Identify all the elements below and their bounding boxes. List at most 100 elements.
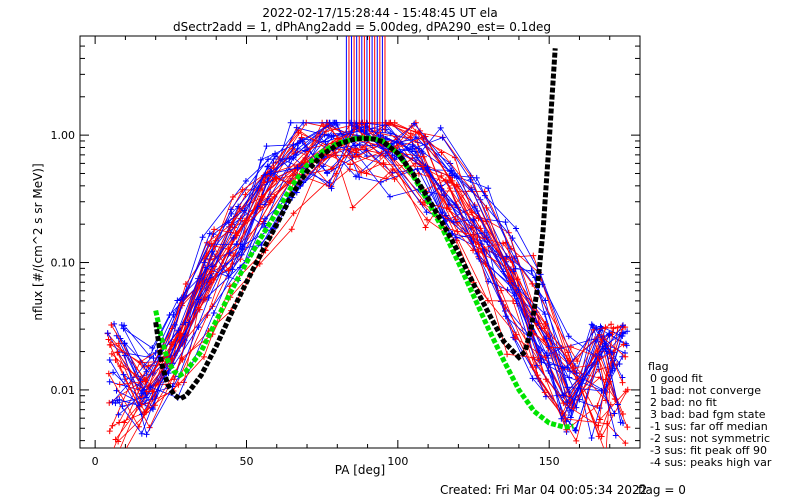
sample-marker	[109, 449, 115, 455]
sample-marker	[498, 287, 505, 294]
x-tick-label: 50	[239, 455, 253, 468]
sample-marker	[110, 369, 117, 376]
legend-item: -1 sus: far off median	[650, 420, 768, 433]
sample-marker	[302, 147, 309, 154]
sample-marker	[505, 229, 512, 236]
sample-marker	[109, 399, 116, 406]
x-axis-label: PA [deg]	[335, 463, 385, 477]
sample-marker	[290, 210, 297, 217]
sample-marker	[333, 170, 340, 177]
sample-marker	[444, 215, 451, 222]
sample-marker	[565, 349, 572, 356]
sample-marker	[358, 169, 365, 176]
sample-marker	[538, 359, 545, 366]
sample-marker	[564, 364, 571, 371]
sample-marker	[597, 416, 604, 423]
sample-marker	[387, 130, 394, 137]
sample-marker	[608, 321, 615, 328]
background-traces	[104, 119, 631, 457]
sample-trace	[119, 135, 623, 412]
sample-marker	[620, 341, 627, 348]
sample-marker	[226, 250, 233, 257]
sample-marker	[454, 173, 461, 180]
sample-marker	[612, 432, 619, 439]
sample-marker	[609, 349, 616, 356]
sample-marker	[349, 204, 356, 211]
y-tick-label: 0.10	[51, 257, 76, 270]
sample-marker	[423, 209, 430, 216]
sample-marker	[114, 349, 121, 356]
sample-marker	[175, 327, 182, 334]
sample-marker	[377, 131, 384, 138]
sample-marker	[619, 379, 626, 386]
sample-marker	[120, 371, 127, 378]
sample-marker	[513, 225, 520, 232]
sample-marker	[171, 321, 178, 328]
sample-marker	[105, 370, 112, 377]
sample-marker	[290, 141, 297, 148]
sample-trace	[120, 122, 626, 444]
sample-marker	[422, 133, 429, 140]
sample-marker	[545, 343, 552, 350]
sample-marker	[422, 224, 429, 231]
sample-marker	[603, 451, 609, 457]
sample-marker	[141, 409, 148, 416]
sample-marker	[380, 161, 387, 168]
sample-marker	[606, 331, 613, 338]
sample-marker	[175, 381, 182, 388]
sample-trace	[118, 125, 617, 436]
sample-marker	[485, 185, 492, 192]
sample-marker	[325, 132, 332, 139]
sample-marker	[452, 234, 459, 241]
fit-series	[153, 48, 574, 430]
sample-marker	[611, 410, 618, 417]
sample-marker	[237, 256, 244, 263]
sample-marker	[529, 375, 536, 382]
black-fit-line	[153, 48, 558, 402]
sample-trace	[108, 122, 611, 448]
sample-marker	[287, 119, 294, 126]
sample-marker	[211, 226, 218, 233]
sample-marker	[138, 390, 145, 397]
sample-marker	[596, 331, 603, 338]
sample-marker	[347, 119, 354, 126]
sample-marker	[568, 407, 575, 414]
sample-marker	[330, 119, 337, 126]
sample-marker	[267, 199, 274, 206]
sample-marker	[170, 311, 177, 318]
sample-marker	[467, 176, 474, 183]
sample-marker	[569, 365, 576, 372]
sample-marker	[324, 170, 331, 177]
sample-marker	[242, 177, 249, 184]
sample-marker	[473, 174, 480, 181]
sample-marker	[595, 422, 602, 429]
sample-marker	[620, 420, 627, 427]
sample-marker	[407, 134, 414, 141]
sample-marker	[200, 353, 207, 360]
sample-trace	[107, 144, 620, 409]
sample-marker	[229, 193, 236, 200]
sample-marker	[447, 185, 454, 192]
sample-marker	[121, 352, 128, 359]
sample-marker	[391, 119, 398, 126]
sample-marker	[502, 219, 509, 226]
sample-marker	[424, 216, 431, 223]
sample-marker	[588, 435, 595, 442]
sample-marker	[409, 146, 416, 153]
top-peak-bundle	[345, 36, 386, 133]
sample-marker	[208, 268, 215, 275]
sample-marker	[206, 230, 213, 237]
sample-marker	[108, 321, 115, 328]
sample-marker	[356, 174, 363, 181]
sample-marker	[445, 201, 452, 208]
sample-marker	[415, 145, 422, 152]
sample-marker	[564, 384, 571, 391]
sample-marker	[225, 267, 232, 274]
x-tick-label: 0	[92, 455, 99, 468]
sample-marker	[503, 253, 510, 260]
chart-title: 2022-02-17/15:28:44 - 15:48:45 UT ela	[262, 6, 497, 20]
sample-marker	[439, 209, 446, 216]
sample-marker	[483, 234, 490, 241]
sample-marker	[529, 364, 536, 371]
sample-marker	[542, 354, 549, 361]
